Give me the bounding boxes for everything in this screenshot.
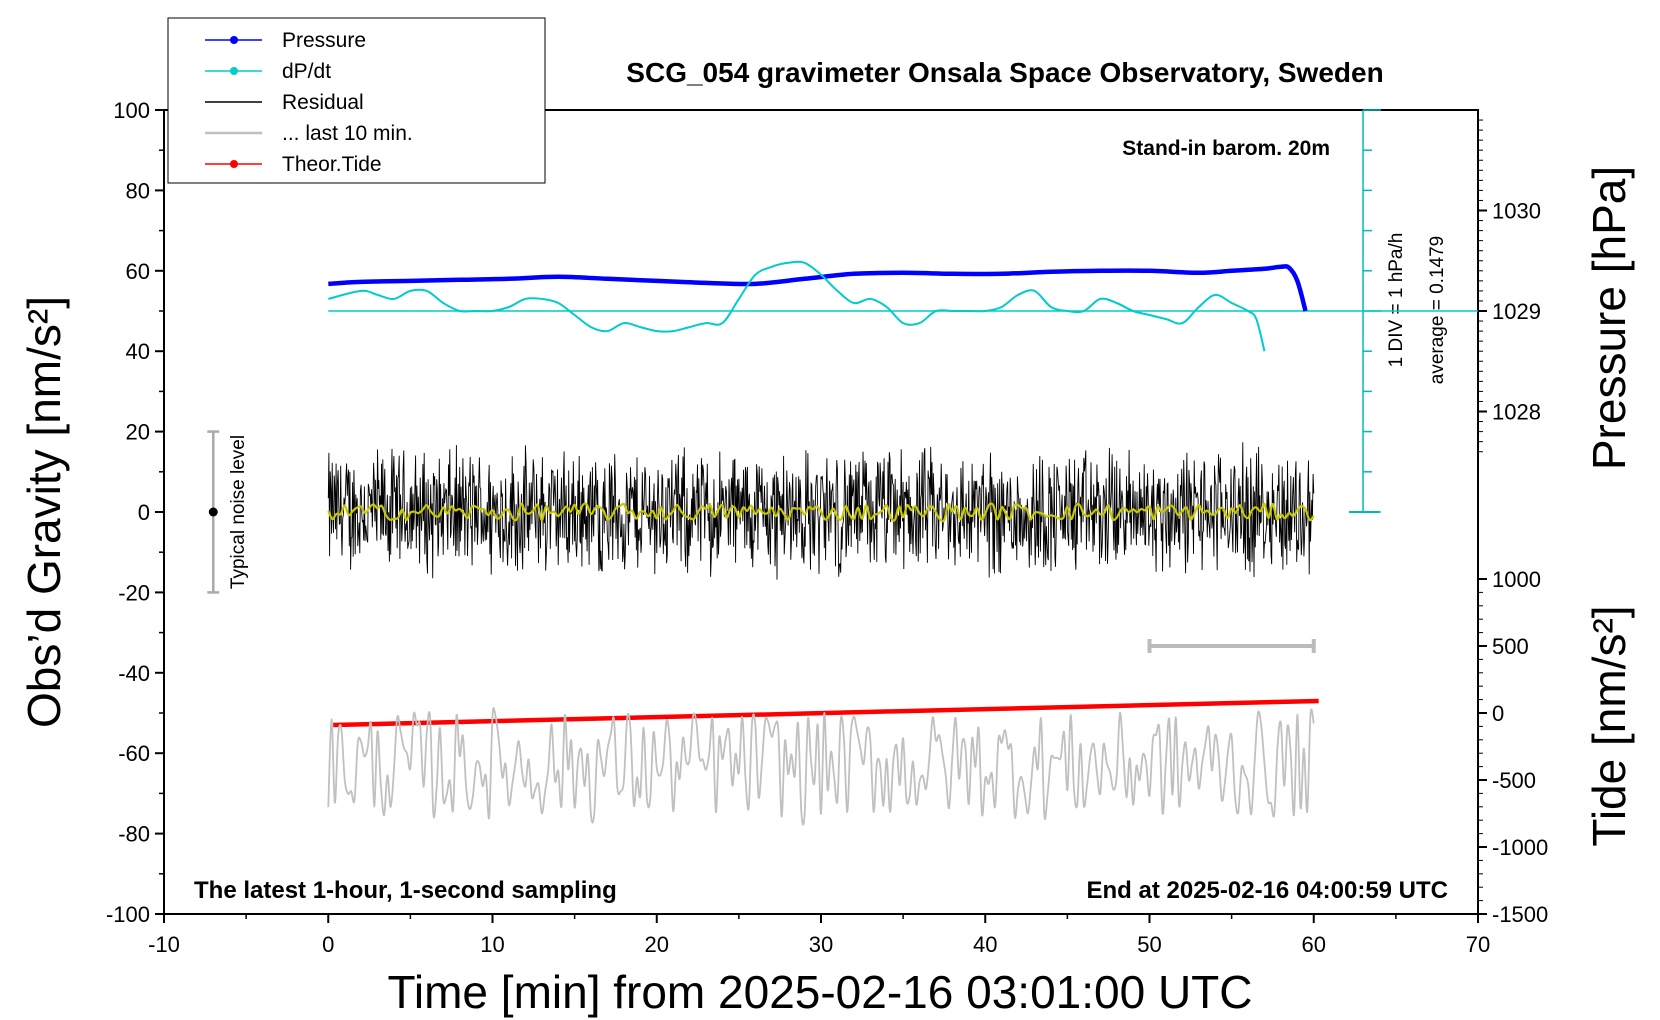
dpdt-scale-label: 1 DIV = 1 hPa/h xyxy=(1386,233,1407,368)
residual-smoothed-line xyxy=(327,502,1315,523)
x-tick-label: 40 xyxy=(973,932,997,957)
y-axis-title-tide: Tide [nm/s²] xyxy=(1583,605,1635,846)
y-axis-title-gravity: Obs’d Gravity [nm/s²] xyxy=(18,296,70,728)
noise-bar-center xyxy=(208,507,218,517)
y-tick-label: 60 xyxy=(126,259,150,284)
noise-level-label: Typical noise level xyxy=(228,435,249,589)
dpdt-average-label: average = 0.1479 xyxy=(1427,236,1448,384)
tide-tick-label: -1000 xyxy=(1492,835,1548,860)
y-tick-label: -60 xyxy=(118,741,150,766)
dpdt-line xyxy=(328,260,1266,352)
x-tick-label: 30 xyxy=(809,932,833,957)
chart-title: SCG_054 gravimeter Onsala Space Observat… xyxy=(626,57,1383,88)
y-tick-label: 80 xyxy=(126,178,150,203)
tide-tick-label: -1500 xyxy=(1492,902,1548,927)
legend: Pressure dP/dt Residual ... last 10 min. The… xyxy=(167,17,546,184)
y-tick-label: -80 xyxy=(118,822,150,847)
subtitle-left: The latest 1-hour, 1-second sampling xyxy=(194,877,617,904)
legend-label: dP/dt xyxy=(282,60,331,83)
legend-marker xyxy=(230,67,238,75)
legend-marker xyxy=(230,36,238,44)
theoretical-tide-line xyxy=(333,698,1319,728)
x-tick-label: 60 xyxy=(1302,932,1326,957)
pressure-tick-label: 1030 xyxy=(1492,199,1541,224)
pressure-tick-label: 1029 xyxy=(1492,299,1541,324)
tide-tick-label: 1000 xyxy=(1492,567,1541,592)
legend-box xyxy=(167,17,546,184)
tide-tick-label: -500 xyxy=(1492,768,1536,793)
residual-line xyxy=(327,442,1315,580)
legend-marker xyxy=(230,160,238,168)
y-tick-label: 0 xyxy=(138,500,150,525)
legend-label: ... last 10 min. xyxy=(282,122,413,145)
y-tick-label: 40 xyxy=(126,339,150,364)
y-tick-label: -40 xyxy=(118,661,150,686)
y-tick-label: 20 xyxy=(126,420,150,445)
barometer-note: Stand-in barom. 20m xyxy=(1122,137,1330,160)
last-10min-line xyxy=(327,707,1315,826)
x-tick-label: -10 xyxy=(148,932,180,957)
x-tick-label: 0 xyxy=(322,932,334,957)
y-tick-label: -100 xyxy=(106,902,150,927)
x-axis-title: Time [min] from 2025-02-16 03:01:00 UTC xyxy=(388,966,1253,1018)
legend-label: Pressure xyxy=(282,29,366,52)
pressure-tick-label: 1028 xyxy=(1492,400,1541,425)
legend-label: Residual xyxy=(282,91,364,114)
tide-tick-label: 0 xyxy=(1492,701,1504,726)
x-tick-label: 10 xyxy=(480,932,504,957)
tide-tick-label: 500 xyxy=(1492,634,1529,659)
x-tick-label: 70 xyxy=(1466,932,1490,957)
y-tick-label: -20 xyxy=(118,580,150,605)
y-axis-title-pressure: Pressure [hPa] xyxy=(1583,166,1635,470)
legend-label: Theor.Tide xyxy=(282,153,382,176)
x-tick-label: 50 xyxy=(1137,932,1161,957)
y-tick-label: 100 xyxy=(113,98,150,123)
pressure-line xyxy=(328,264,1308,312)
x-tick-label: 20 xyxy=(645,932,669,957)
subtitle-right: End at 2025-02-16 04:00:59 UTC xyxy=(1087,877,1449,904)
